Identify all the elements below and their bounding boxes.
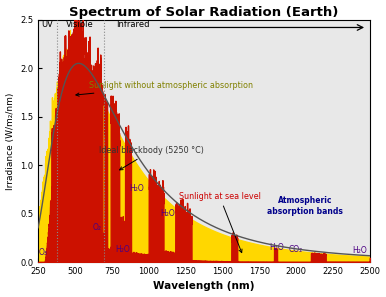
Text: Infrared: Infrared xyxy=(116,20,150,29)
Text: H₂O: H₂O xyxy=(352,246,367,255)
Text: Visible: Visible xyxy=(66,20,94,29)
Text: Atmospheric
absorption bands: Atmospheric absorption bands xyxy=(267,196,343,216)
Text: H₂O: H₂O xyxy=(161,208,175,217)
Text: Sunlight at sea level: Sunlight at sea level xyxy=(179,192,261,253)
Title: Spectrum of Solar Radiation (Earth): Spectrum of Solar Radiation (Earth) xyxy=(69,6,339,18)
Text: H₂O: H₂O xyxy=(270,244,284,252)
Text: O₂: O₂ xyxy=(93,223,102,232)
Text: UV: UV xyxy=(42,20,54,29)
Y-axis label: Irradiance (W/m₂/nm): Irradiance (W/m₂/nm) xyxy=(5,92,15,189)
Text: CO₂: CO₂ xyxy=(289,245,303,254)
X-axis label: Wavelength (nm): Wavelength (nm) xyxy=(153,282,255,291)
Text: O₃: O₃ xyxy=(39,248,48,257)
Text: H₂O: H₂O xyxy=(115,245,130,254)
Text: Ideal blackbody (5250 °C): Ideal blackbody (5250 °C) xyxy=(99,146,204,170)
Text: H₂O: H₂O xyxy=(130,184,144,193)
Text: Sunlight without atmospheric absorption: Sunlight without atmospheric absorption xyxy=(76,81,253,96)
